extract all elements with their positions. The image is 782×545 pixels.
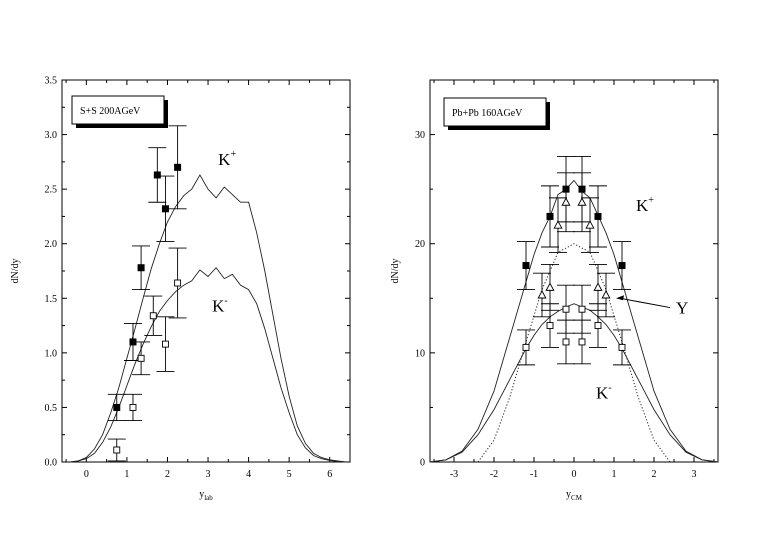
- y-tick-label: 3.5: [45, 76, 58, 87]
- plot-frame: [429, 79, 719, 463]
- point-k-minus: [161, 340, 169, 348]
- point-y: [561, 197, 571, 206]
- x-tick-label: 0: [84, 469, 89, 480]
- point-y: [593, 282, 603, 291]
- x-tick-label: 3: [206, 469, 211, 480]
- x-axis-label: yCM: [566, 489, 583, 502]
- x-tick-label: -1: [530, 469, 538, 480]
- point-k-minus: [174, 279, 182, 287]
- curve-kminus: [70, 266, 346, 463]
- x-axis-label-sub: CM: [571, 494, 583, 502]
- point-y: [585, 220, 595, 229]
- point-k-minus: [113, 446, 121, 454]
- point-k-minus: [562, 305, 570, 313]
- curve-label-sup: +: [648, 195, 654, 206]
- y-tick-label: 20: [415, 239, 425, 250]
- title-box: [71, 95, 165, 125]
- y-label-arrowhead: [616, 295, 624, 301]
- point-k-minus: [594, 322, 602, 330]
- plot-frame: [61, 79, 351, 463]
- point-y: [553, 220, 563, 229]
- y-tick-label: 2.5: [45, 185, 58, 196]
- x-tick-label: 0: [572, 469, 577, 480]
- point-k-minus: [562, 338, 570, 346]
- chart-title: Pb+Pb 160AGeV: [452, 108, 523, 119]
- y-tick-label: 10: [415, 348, 425, 359]
- y-tick-label: 1.0: [45, 348, 58, 359]
- point-y: [545, 282, 555, 291]
- y-tick-label: 1.5: [45, 294, 58, 305]
- curve-kminus: [429, 303, 719, 463]
- curve-label-sup: -: [224, 295, 227, 306]
- point-y: [577, 197, 587, 206]
- point-k-plus: [594, 212, 602, 220]
- x-axis-label: ylab: [199, 489, 213, 502]
- curve-kplus: [429, 179, 719, 463]
- x-tick-label: 2: [165, 469, 170, 480]
- point-k-plus: [161, 205, 169, 213]
- point-k-minus: [546, 322, 554, 330]
- point-k-plus: [546, 212, 554, 220]
- y-tick-label: 2.0: [45, 239, 58, 250]
- curve-kplus: [70, 174, 346, 463]
- curve-label-kminus: K-: [596, 383, 612, 403]
- chart-title: S+S 200AGeV: [80, 106, 141, 117]
- point-k-plus: [174, 163, 182, 171]
- curve-label-kminus: K-: [212, 295, 228, 315]
- point-y: [537, 290, 547, 299]
- point-k-plus: [618, 262, 626, 270]
- point-k-plus: [113, 403, 121, 411]
- panel-ss: 0 1 2 3 4 5 6 0.0 0.5 1.0 1.5 2.0 2.5 3.0 3.5 ylab dN/dy…: [10, 76, 351, 502]
- x-tick-label: 4: [246, 469, 251, 480]
- curve-label-kplus: K+: [636, 195, 654, 215]
- point-k-minus: [578, 305, 586, 313]
- x-tick-label: -2: [490, 469, 498, 480]
- curve-label-kplus: K+: [218, 149, 236, 169]
- y-tick-label: 0: [420, 458, 425, 469]
- x-tick-label: 3: [692, 469, 697, 480]
- x-tick-label: 1: [124, 469, 129, 480]
- point-k-minus: [137, 354, 145, 362]
- point-k-minus: [618, 343, 626, 351]
- point-y: [601, 290, 611, 299]
- x-tick-label: 2: [652, 469, 657, 480]
- point-k-minus: [578, 338, 586, 346]
- title-box: [443, 97, 547, 127]
- x-tick-label: 1: [612, 469, 617, 480]
- y-tick-label: 0.0: [45, 458, 58, 469]
- y-label-arrow: [619, 297, 671, 309]
- x-tick-label: -3: [450, 469, 458, 480]
- curve-label-y: Y: [676, 299, 688, 318]
- x-tick-label: 6: [327, 469, 332, 480]
- y-tick-label: 0.5: [45, 403, 58, 414]
- point-k-plus: [137, 264, 145, 272]
- y-tick-label: 30: [415, 130, 425, 141]
- x-axis-label-sub: lab: [204, 494, 213, 502]
- y-tick-label: 3.0: [45, 130, 58, 141]
- point-k-minus: [149, 312, 157, 320]
- x-tick-label: 5: [287, 469, 292, 480]
- point-k-plus: [153, 171, 161, 179]
- y-axis-label: dN/dy: [10, 259, 21, 284]
- y-axis-label: dN/dy: [390, 259, 401, 284]
- point-k-plus: [522, 262, 530, 270]
- curve-y: [477, 243, 671, 463]
- curve-label-sup: -: [608, 383, 611, 394]
- point-k-minus: [129, 403, 137, 411]
- point-k-minus: [522, 343, 530, 351]
- curve-label-sup: +: [230, 149, 236, 160]
